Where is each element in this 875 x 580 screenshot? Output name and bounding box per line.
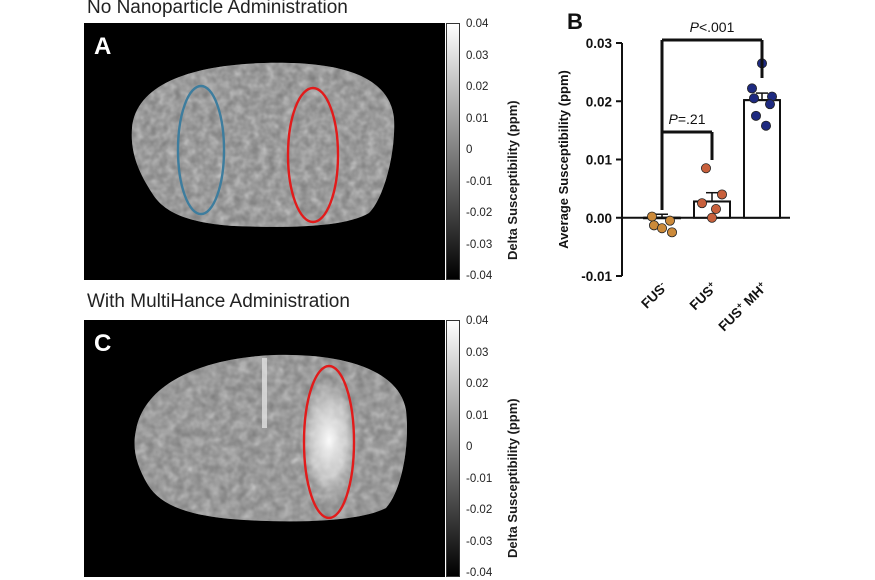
panel-a-brain-map <box>131 62 395 227</box>
panel-c-colorbar-tick-label: 0.03 <box>466 346 489 359</box>
panel-a-colorbar-label: Delta Susceptibility (ppm) <box>505 100 520 260</box>
panel-a-colorbar-tick-label: -0.03 <box>466 238 493 251</box>
panel-c-colorbar-tick-label: -0.02 <box>466 504 493 516</box>
panel-c-title: With MultiHance Administration <box>87 291 350 312</box>
panel-b-letter: B <box>567 9 583 34</box>
data-point <box>665 215 676 226</box>
significance-label: P=.21 <box>669 111 706 127</box>
y-axis-label: Average Susceptibility (ppm) <box>556 70 571 249</box>
panel-c-image: C <box>84 320 445 577</box>
panel-a-roi-right-ellipse <box>286 86 340 224</box>
y-tick-label: -0.01 <box>581 269 612 284</box>
data-point <box>716 189 727 200</box>
panel-a-colorbar-tick-label: 0.01 <box>466 112 489 125</box>
x-category-label: FUS+ <box>686 279 720 313</box>
panel-c-brain-map <box>134 354 408 522</box>
panel-c-colorbar-tick-label: -0.04 <box>466 567 493 579</box>
panel-a-colorbar-tick-label: -0.01 <box>466 175 493 188</box>
panel-c-colorbar-tick-label: 0.01 <box>466 409 489 422</box>
y-tick-label: 0.03 <box>586 36 613 51</box>
panel-b-bar-chart: B0.03 0.02 0.01 0.00 -0.01 Average Susceptibi… <box>556 9 790 334</box>
panel-a-colorbar-tick-label: -0.02 <box>466 207 493 219</box>
data-point <box>750 110 761 121</box>
panel-a-colorbar-tick-label: -0.04 <box>466 270 493 282</box>
data-point <box>647 211 658 222</box>
panel-a-letter: A <box>94 33 112 60</box>
panel-a-colorbar-tick-label: 0.03 <box>466 49 489 62</box>
panel-a-image: A <box>84 23 445 280</box>
panel-a-colorbar-tick-label: 0 <box>466 144 473 156</box>
data-point <box>667 227 678 238</box>
panel-a-colorbar-tick-label: 0.04 <box>466 18 489 30</box>
data-point <box>706 212 717 223</box>
significance-label: P<.001 <box>690 19 735 35</box>
x-category-label: FUS+ MH+ <box>715 279 770 334</box>
panel-c-letter: C <box>94 330 112 357</box>
panel-c-colorbar-tick-label: 0.02 <box>466 378 489 390</box>
bar <box>743 99 781 219</box>
data-point <box>657 223 668 234</box>
data-point <box>748 93 759 104</box>
data-point <box>696 198 707 209</box>
panel-c-roi-right-ellipse <box>302 364 356 520</box>
data-point <box>760 120 771 131</box>
panel-c-colorbar-tick-label: 0.04 <box>466 315 489 327</box>
data-point <box>700 163 711 174</box>
y-tick-label: 0.01 <box>586 153 613 168</box>
y-tick-label: 0.00 <box>586 211 612 226</box>
panel-c-brain-tissue <box>134 354 408 522</box>
panel-c-colorbar-tick-label: -0.01 <box>466 472 493 485</box>
data-point <box>710 204 721 215</box>
panel-a-colorbar-tick-label: 0.02 <box>466 81 489 93</box>
panel-c-colorbar-label: Delta Susceptibility (ppm) <box>505 398 520 558</box>
panel-c-colorbar-tick-label: -0.03 <box>466 535 493 548</box>
panel-c-colorbar <box>446 320 460 577</box>
panel-a-roi-left-ellipse <box>176 84 226 216</box>
panel-a-brain-tissue <box>131 62 395 227</box>
y-tick-label: 0.02 <box>586 94 612 109</box>
data-point <box>746 83 757 94</box>
panel-c-colorbar-tick-label: 0 <box>466 441 473 453</box>
x-category-label: FUS- <box>638 279 671 312</box>
panel-a-colorbar <box>446 23 460 280</box>
panel-a-title: No Nanoparticle Administration <box>87 0 348 18</box>
data-point <box>764 99 775 110</box>
